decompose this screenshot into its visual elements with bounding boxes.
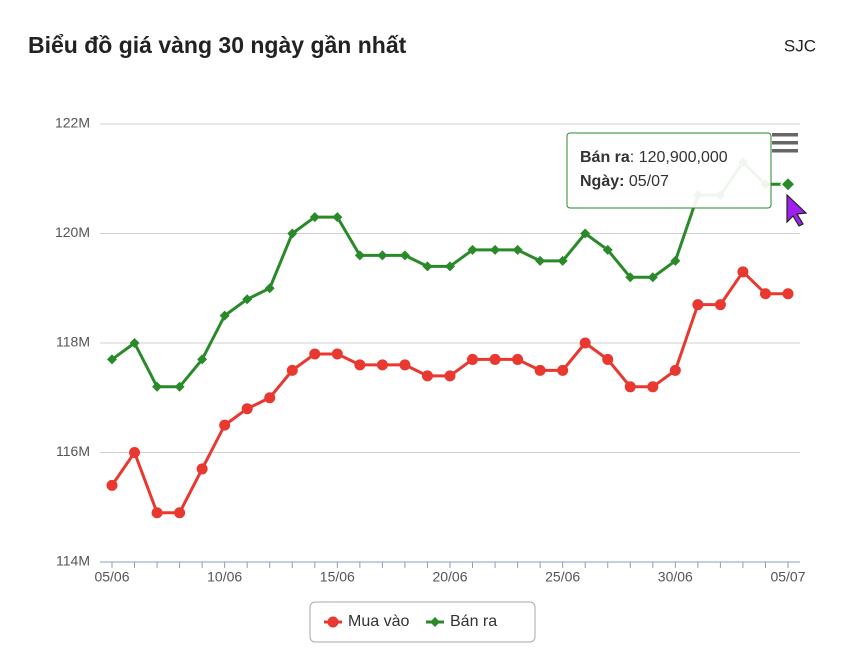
- legend-label: Mua vào: [348, 613, 409, 630]
- point: [669, 364, 681, 376]
- point: [242, 294, 253, 305]
- legend: Mua vào Bán ra: [309, 601, 536, 643]
- point: [331, 348, 343, 360]
- x-tick-label: 30/06: [658, 569, 693, 585]
- point: [557, 255, 568, 266]
- tooltip-line: Bán ra: 120,900,000: [580, 149, 728, 166]
- point: [151, 507, 163, 519]
- point: [714, 299, 726, 311]
- point: [579, 337, 591, 349]
- point: [197, 354, 208, 365]
- point: [670, 255, 681, 266]
- legend-marker: [327, 616, 339, 628]
- point: [602, 244, 613, 255]
- y-tick-label: 116M: [56, 443, 90, 459]
- menu-bar: [772, 133, 798, 137]
- x-tick-label: 10/06: [207, 569, 242, 585]
- point: [759, 288, 771, 300]
- point: [354, 359, 366, 371]
- x-tick-label: 20/06: [432, 569, 467, 585]
- point: [129, 447, 141, 458]
- chart-subtitle: SJC: [784, 36, 816, 55]
- legend-box: [309, 601, 536, 643]
- point: [602, 353, 614, 365]
- tooltip-sep: :: [619, 173, 629, 190]
- point: [377, 250, 388, 261]
- point: [354, 250, 365, 261]
- point: [174, 381, 185, 392]
- y-tick-label: 114M: [56, 553, 90, 569]
- point: [399, 250, 410, 261]
- tooltip-date: 05/07: [629, 173, 669, 190]
- point: [625, 272, 636, 283]
- point: [490, 244, 501, 255]
- legend-marker: [430, 617, 440, 627]
- point: [309, 212, 320, 223]
- point: [422, 261, 433, 272]
- point: [196, 463, 208, 475]
- tooltip: Bán ra: 120,900,000 Ngày: 05/07: [566, 132, 772, 209]
- cursor: [786, 193, 808, 227]
- point: [692, 299, 704, 311]
- tooltip-box: [566, 132, 772, 209]
- point: [241, 403, 253, 415]
- point: [467, 353, 479, 365]
- tooltip-date-label: Ngày: [580, 173, 619, 190]
- point: [309, 348, 321, 360]
- grid: 114M 116M 118M 120M 122M 05/06 10/06 15/06 20/06…: [55, 115, 806, 585]
- tooltip-value: 120,900,000: [639, 149, 728, 166]
- tooltip-sep: :: [630, 149, 639, 166]
- point: [107, 354, 117, 365]
- point: [647, 272, 658, 283]
- point: [512, 244, 523, 255]
- point: [264, 283, 275, 294]
- point: [782, 288, 794, 300]
- tooltip-line: Ngày: 05/07: [580, 173, 669, 190]
- point: [332, 212, 343, 223]
- menu-button[interactable]: [770, 130, 800, 156]
- point: [535, 255, 546, 266]
- point: [286, 364, 298, 376]
- point: [534, 364, 546, 376]
- point: [557, 364, 569, 376]
- point: [512, 353, 524, 365]
- point: [106, 479, 118, 491]
- menu-bar: [772, 149, 798, 153]
- y-tick-label: 118M: [56, 334, 90, 350]
- point: [779, 176, 797, 193]
- point: [421, 370, 433, 382]
- y-tick-label: 120M: [55, 224, 90, 240]
- point: [129, 338, 140, 348]
- x-tick-label: 25/06: [545, 569, 580, 585]
- y-tick-label: 122M: [55, 115, 90, 131]
- point: [737, 266, 749, 278]
- point: [444, 370, 456, 382]
- x-tick-label: 15/06: [320, 569, 355, 585]
- point: [152, 381, 163, 392]
- legend-label: Bán ra: [450, 613, 497, 630]
- menu-bar: [772, 141, 798, 145]
- point: [264, 392, 276, 404]
- tooltip-series: Bán ra: [580, 149, 630, 166]
- point: [219, 419, 231, 431]
- point: [467, 244, 478, 255]
- x-tick-label: 05/06: [94, 569, 129, 585]
- series-line: [110, 270, 788, 515]
- point: [376, 359, 388, 371]
- point: [219, 310, 230, 321]
- point: [624, 381, 636, 393]
- point: [287, 228, 298, 239]
- point: [489, 353, 501, 365]
- point: [174, 507, 186, 519]
- x-tick-label: 05/07: [770, 569, 805, 585]
- plot: [106, 157, 797, 519]
- chart-title: Biểu đồ giá vàng 30 ngày gần nhất: [28, 32, 407, 58]
- point: [647, 381, 659, 393]
- point: [445, 261, 455, 272]
- point: [580, 228, 591, 239]
- point: [399, 359, 411, 371]
